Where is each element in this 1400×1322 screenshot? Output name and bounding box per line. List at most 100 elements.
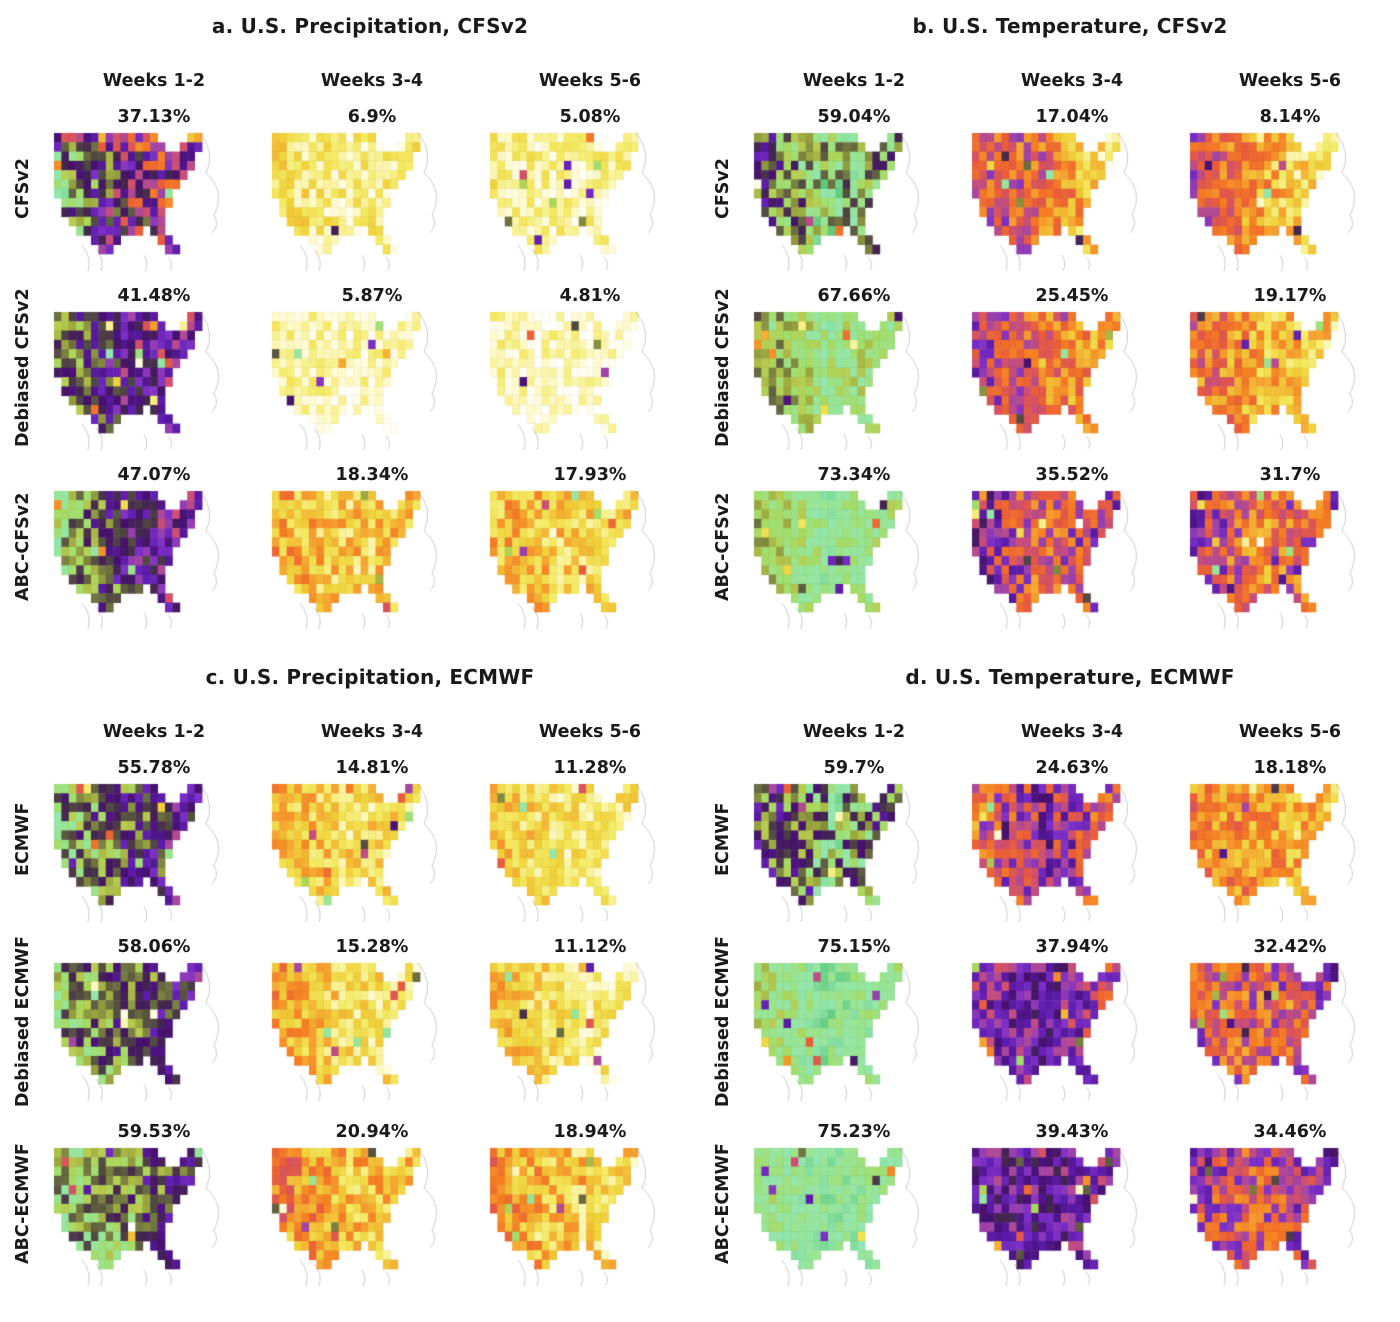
- skill-map-canvas: [484, 308, 696, 450]
- skill-value: 37.13%: [117, 107, 191, 127]
- skill-map: 32.42%: [1184, 936, 1396, 1107]
- skill-map-canvas: [1184, 129, 1396, 271]
- skill-map: 37.13%: [48, 106, 260, 271]
- skill-map-canvas: [748, 487, 960, 629]
- week-header: Weeks 3-4: [1020, 722, 1124, 742]
- row-label-d-1: Debiased ECMWF: [713, 936, 733, 1108]
- skill-map-canvas: [484, 959, 696, 1101]
- skill-map-canvas: [266, 780, 478, 922]
- skill-map: 11.12%: [484, 936, 696, 1107]
- header-spacer: [704, 48, 742, 92]
- skill-map-canvas: [1184, 308, 1396, 450]
- panel-title: a. U.S. Precipitation, CFSv2: [211, 14, 529, 38]
- skill-map-canvas: [48, 129, 260, 271]
- skill-map: 19.17%: [1184, 285, 1396, 450]
- skill-map: 24.63%: [966, 757, 1178, 922]
- skill-map: 25.45%: [966, 285, 1178, 450]
- panel-grid: Weeks 1-2 Weeks 3-4 Weeks 5-6 ECMWF 55.78% 14…: [0, 699, 700, 1287]
- skill-map: 5.87%: [266, 285, 478, 450]
- skill-map: 59.04%: [748, 106, 960, 271]
- header-spacer: [704, 699, 742, 743]
- skill-value: 31.7%: [1259, 465, 1321, 485]
- skill-value: 11.28%: [553, 758, 627, 778]
- skill-map-canvas: [48, 780, 260, 922]
- skill-map-canvas: [748, 129, 960, 271]
- skill-value: 59.7%: [823, 758, 885, 778]
- week-header: Weeks 5-6: [538, 722, 642, 742]
- skill-map: 41.48%: [48, 285, 260, 450]
- skill-map-canvas: [484, 129, 696, 271]
- week-header: Weeks 3-4: [320, 722, 424, 742]
- row-label-d-2: ABC-ECMWF: [713, 1143, 733, 1265]
- skill-value: 18.18%: [1253, 758, 1327, 778]
- skill-value: 15.28%: [335, 937, 409, 957]
- column-header: Weeks 1-2: [748, 699, 960, 743]
- week-header: Weeks 1-2: [802, 71, 906, 91]
- skill-map: 59.7%: [748, 757, 960, 922]
- skill-map-canvas: [266, 129, 478, 271]
- skill-map-canvas: [748, 308, 960, 450]
- column-header: Weeks 5-6: [1184, 48, 1396, 92]
- skill-map-canvas: [966, 129, 1178, 271]
- skill-map-canvas: [966, 487, 1178, 629]
- panel-grid: Weeks 1-2 Weeks 3-4 Weeks 5-6 CFSv2 37.13% 6.…: [0, 48, 700, 629]
- skill-value: 18.94%: [553, 1122, 627, 1143]
- week-header: Weeks 3-4: [1020, 71, 1124, 91]
- skill-value: 59.53%: [117, 1122, 191, 1143]
- skill-map: 34.46%: [1184, 1121, 1396, 1287]
- row-label-b-0: CFSv2: [713, 158, 733, 219]
- header-spacer: [4, 48, 42, 92]
- header-spacer: [4, 699, 42, 743]
- skill-map-canvas: [266, 959, 478, 1101]
- skill-map-canvas: [966, 308, 1178, 450]
- skill-map: 39.43%: [966, 1121, 1178, 1287]
- skill-map: 15.28%: [266, 936, 478, 1107]
- skill-value: 55.78%: [117, 758, 191, 778]
- skill-map: 47.07%: [48, 464, 260, 629]
- skill-map: 73.34%: [748, 464, 960, 629]
- skill-value: 34.46%: [1253, 1122, 1327, 1143]
- skill-map: 31.7%: [1184, 464, 1396, 629]
- panel-title: d. U.S. Temperature, ECMWF: [905, 665, 1235, 689]
- row-label-b-1: Debiased CFSv2: [713, 288, 733, 447]
- skill-value: 25.45%: [1035, 286, 1109, 306]
- skill-value: 37.94%: [1035, 937, 1109, 957]
- column-header: Weeks 1-2: [48, 48, 260, 92]
- week-header: Weeks 3-4: [320, 71, 424, 91]
- skill-map: 17.04%: [966, 106, 1178, 271]
- skill-map: 11.28%: [484, 757, 696, 922]
- panel-grid: Weeks 1-2 Weeks 3-4 Weeks 5-6 CFSv2 59.04% 17…: [700, 48, 1400, 629]
- row-label-b-2: ABC-CFSv2: [713, 492, 733, 601]
- skill-map: 59.53%: [48, 1121, 260, 1287]
- skill-map-canvas: [266, 308, 478, 450]
- skill-value: 59.04%: [817, 107, 891, 127]
- skill-value: 41.48%: [117, 286, 191, 306]
- column-header: Weeks 3-4: [966, 699, 1178, 743]
- skill-map-canvas: [48, 1144, 260, 1287]
- skill-value: 17.93%: [553, 465, 627, 485]
- skill-map: 18.34%: [266, 464, 478, 629]
- skill-value: 6.9%: [347, 107, 397, 127]
- skill-map: 14.81%: [266, 757, 478, 922]
- skill-value: 11.12%: [553, 937, 627, 957]
- skill-map: 55.78%: [48, 757, 260, 922]
- column-header: Weeks 3-4: [266, 699, 478, 743]
- skill-value: 5.87%: [341, 286, 403, 306]
- panel-b: b. U.S. Temperature, CFSv2 Weeks 1-2 Weeks…: [700, 8, 1400, 629]
- skill-map: 67.66%: [748, 285, 960, 450]
- skill-map-canvas: [748, 1144, 960, 1287]
- skill-value: 75.15%: [817, 937, 891, 957]
- skill-value: 20.94%: [335, 1122, 409, 1143]
- skill-value: 19.17%: [1253, 286, 1327, 306]
- skill-value: 39.43%: [1035, 1122, 1109, 1143]
- skill-map-canvas: [48, 959, 260, 1101]
- skill-map-canvas: [1184, 487, 1396, 629]
- skill-map-canvas: [966, 1144, 1178, 1287]
- panel-title: b. U.S. Temperature, CFSv2: [912, 14, 1228, 38]
- column-header: Weeks 1-2: [48, 699, 260, 743]
- skill-map-canvas: [484, 1144, 696, 1287]
- skill-value: 67.66%: [817, 286, 891, 306]
- skill-map-canvas: [484, 487, 696, 629]
- row-label-c-2: ABC-ECMWF: [13, 1143, 33, 1265]
